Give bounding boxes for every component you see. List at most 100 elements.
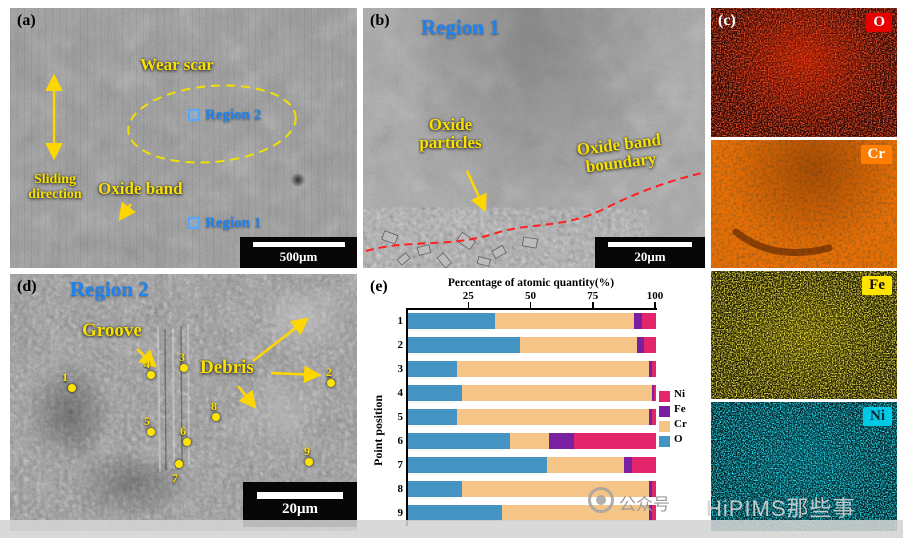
x-axis-line	[406, 308, 657, 310]
legend-swatch-ni	[659, 391, 670, 402]
element-label-box-Cr: Cr	[860, 145, 892, 164]
eds-map-oxygen: (c) O	[711, 8, 897, 137]
oxide-band-boundary-dashed-line	[365, 172, 703, 252]
bar-point1-segment-o	[407, 313, 495, 329]
bar-point7-segment-ni	[631, 457, 657, 473]
watermark-brand-text: HiPIMS那些事	[706, 496, 856, 521]
bar-point4-segment-cr	[462, 385, 652, 401]
legend-label-fe: Fe	[674, 403, 686, 415]
wear-scar-dashed-outline	[127, 84, 297, 164]
oxide-flake-particles	[381, 230, 538, 268]
bar-point3-segment-ni	[651, 361, 657, 377]
oxide-band-label: Oxide band	[98, 179, 183, 198]
x-axis-tick-label: 25	[462, 290, 474, 302]
x-axis-tick	[654, 302, 656, 308]
bar-point5-segment-o	[407, 409, 458, 425]
x-axis-tick	[467, 302, 469, 308]
scale-bar-text: 20μm	[634, 249, 666, 264]
eds-point-dot-6	[183, 438, 191, 446]
region-2-marker-icon	[188, 109, 200, 122]
eds-point-dot-4	[147, 371, 155, 379]
bar-point6-segment-cr	[509, 433, 550, 449]
particle-band-shading	[363, 8, 705, 268]
sem-scratch-streaks	[10, 8, 357, 268]
eds-point-number-8: 8	[211, 399, 217, 413]
bar-point7-segment-cr	[546, 457, 625, 473]
region-2-label: Region 2	[205, 107, 262, 123]
bar-point5-segment-ni	[651, 409, 657, 425]
bar-point4-segment-ni	[654, 385, 657, 401]
panel-d-sem-region2: 1 2 3 4 5 6 7 8 9 (d) Region 2 Groove Debris 20μ…	[10, 274, 357, 531]
legend-swatch-cr	[659, 421, 670, 432]
chart-plot-area: 25 50 75 100 1 2 3 4 5 6 7 8 9 Ni Fe Cr O	[363, 274, 705, 531]
bar-point4-segment-o	[407, 385, 463, 401]
scale-bar-text: 20μm	[282, 501, 318, 517]
y-axis-tick-label: 7	[397, 459, 404, 471]
region-2-annotation: Region 2	[188, 107, 261, 123]
x-axis-tick-label: 100	[646, 290, 664, 302]
eds-point-dot-8	[212, 413, 220, 421]
eds-points-layer: 1 2 3 4 5 6 7 8 9	[10, 274, 357, 531]
region-1-marker-icon	[188, 217, 200, 230]
element-label-box-Fe: Fe	[862, 276, 892, 295]
y-axis-line	[406, 308, 408, 526]
panel-d-tag: (d)	[17, 278, 37, 295]
groove-label: Groove	[82, 320, 142, 341]
element-symbol-Cr: Cr	[867, 146, 886, 162]
scale-bar-text: 500μm	[279, 249, 318, 264]
y-axis-tick-label: 5	[397, 411, 404, 423]
bar-point9-segment-o	[407, 505, 503, 521]
eds-map-iron: Fe	[711, 271, 897, 399]
panel-b-annotation-shapes	[365, 170, 703, 268]
bar-point5-segment-cr	[457, 409, 650, 425]
legend-swatch-o	[659, 436, 670, 447]
bar-point5-segment-fe	[649, 409, 652, 425]
debris-arrow-down-icon	[237, 385, 257, 409]
bar-point1-segment-cr	[494, 313, 635, 329]
bar-point3-segment-fe	[649, 361, 652, 377]
element-symbol-Ni: Ni	[870, 408, 885, 424]
oxide-band-arrow-icon	[118, 201, 136, 222]
bar-point8-segment-o	[407, 481, 463, 497]
oxygen-intensity-glow	[711, 8, 897, 137]
bar-point2-segment-o	[407, 337, 520, 353]
scale-bar-a: 500μm	[240, 237, 357, 268]
scale-bar-line	[252, 242, 345, 247]
sliding-direction-line2: direction	[28, 187, 82, 203]
sliding-direction-line1: Sliding	[33, 172, 77, 187]
bar-point9-segment-ni	[651, 505, 657, 521]
eds-map-chromium: Cr	[711, 140, 897, 268]
x-axis-tick-label: 50	[525, 290, 536, 302]
bar-point1-segment-ni	[641, 313, 657, 329]
bar-point3-segment-cr	[457, 361, 650, 377]
element-symbol-Fe: Fe	[869, 277, 885, 293]
panel-a-tag: (a)	[17, 12, 36, 29]
bar-point6-segment-fe	[549, 433, 575, 449]
legend-label-ni: Ni	[674, 388, 685, 400]
region-1-label: Region 1	[205, 215, 262, 231]
bar-point9-segment-fe	[649, 505, 652, 521]
eds-point-dot-2	[327, 379, 335, 387]
region-1-annotation: Region 1	[188, 215, 261, 231]
chart-x-axis-title: Percentage of atomic quantity(%)	[447, 277, 615, 289]
x-axis-tick	[592, 302, 594, 308]
panel-e-tag: (e)	[370, 278, 388, 295]
legend-swatch-fe	[659, 406, 670, 417]
panel-a-annotation-shapes	[45, 73, 297, 222]
eds-point-dot-5	[147, 428, 155, 436]
bar-point7-segment-o	[407, 457, 547, 473]
element-label-box-Ni: Ni	[863, 407, 892, 426]
y-axis-tick-label: 9	[397, 507, 404, 519]
scale-bar-line	[257, 492, 343, 499]
y-axis-tick-label: 3	[397, 363, 404, 375]
eds-map-nickel: Ni	[711, 402, 897, 531]
eds-point-number-6: 6	[180, 424, 186, 438]
panel-e-chart: (e) Percentage of atomic quantity(%) Poi…	[363, 274, 705, 531]
y-axis-tick-label: 2	[397, 339, 404, 351]
oxide-particles-arrow-icon	[465, 170, 487, 213]
eds-point-number-1: 1	[62, 370, 68, 384]
element-symbol-O: O	[873, 14, 885, 30]
wechat-official-account-logo-icon	[588, 487, 614, 513]
bar-point3-segment-o	[407, 361, 458, 377]
